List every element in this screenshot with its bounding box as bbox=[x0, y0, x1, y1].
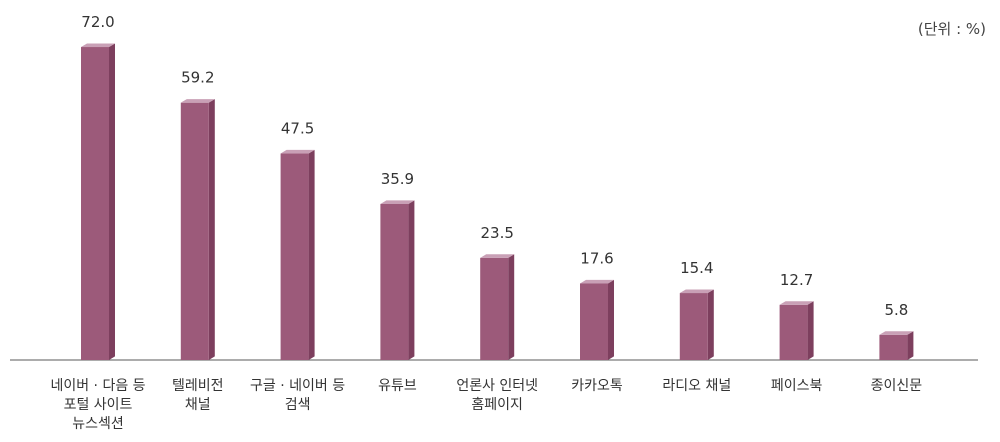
bar-front-face bbox=[879, 334, 908, 360]
bar-top-face bbox=[779, 301, 814, 305]
bar-front-face bbox=[679, 293, 708, 360]
bar-front-face bbox=[180, 102, 209, 360]
value-label-3: 47.5 bbox=[281, 120, 314, 138]
bar-front-face bbox=[779, 304, 808, 360]
category-label-1-line-3: 뉴스섹션 bbox=[72, 416, 124, 432]
category-label-1-line-2: 포털 사이트 bbox=[64, 397, 133, 413]
bar-side-face bbox=[408, 200, 415, 360]
value-label-7: 15.4 bbox=[680, 259, 713, 277]
category-label-2-line-1: 텔레비전 bbox=[172, 378, 224, 394]
category-label-2-line-2: 채널 bbox=[185, 397, 211, 413]
bar-1 bbox=[81, 43, 115, 360]
bar-7 bbox=[679, 289, 714, 360]
category-label-4-line-1: 유튜브 bbox=[378, 378, 417, 394]
bar-6 bbox=[580, 279, 614, 360]
bar-top-face bbox=[280, 149, 315, 154]
bar-5 bbox=[480, 254, 515, 360]
bar-top-face bbox=[679, 289, 714, 294]
value-label-2: 59.2 bbox=[181, 69, 214, 87]
bar-front-face bbox=[280, 153, 309, 360]
bar-front-face bbox=[81, 47, 109, 360]
bar-top-face bbox=[879, 331, 914, 335]
value-label-9: 5.8 bbox=[884, 301, 908, 319]
category-label-3-line-2: 검색 bbox=[285, 397, 311, 413]
bar-side-face bbox=[608, 279, 614, 360]
value-label-6: 17.6 bbox=[580, 249, 613, 267]
bar-side-face bbox=[907, 331, 914, 360]
bar-3 bbox=[280, 149, 315, 360]
category-label-6-line-1: 카카오톡 bbox=[571, 378, 623, 394]
bar-front-face bbox=[480, 257, 509, 360]
bar-side-face bbox=[707, 289, 714, 360]
bar-side-face bbox=[208, 99, 215, 360]
category-label-3-line-1: 구글 · 네이버 등 bbox=[250, 378, 345, 394]
bar-top-face bbox=[380, 200, 415, 204]
bar-top-face bbox=[480, 254, 515, 258]
category-label-9-line-1: 종이신문 bbox=[871, 378, 923, 394]
category-label-5-line-1: 언론사 인터넷 bbox=[456, 378, 538, 394]
bar-side-face bbox=[508, 254, 515, 360]
bar-front-face bbox=[580, 283, 608, 360]
bar-9 bbox=[879, 331, 914, 360]
value-label-1: 72.0 bbox=[81, 13, 114, 31]
category-label-8-line-1: 페이스북 bbox=[771, 378, 823, 394]
bar-8 bbox=[779, 301, 814, 360]
bar-top-face bbox=[580, 279, 614, 284]
bar-side-face bbox=[807, 301, 814, 360]
value-label-5: 23.5 bbox=[480, 224, 513, 242]
bar-top-face bbox=[81, 43, 115, 48]
bar-front-face bbox=[380, 203, 409, 360]
bar-side-face bbox=[109, 43, 115, 360]
bar-top-face bbox=[180, 99, 215, 103]
bar-4 bbox=[380, 200, 415, 360]
value-label-8: 12.7 bbox=[780, 271, 813, 289]
category-label-5-line-2: 홈페이지 bbox=[471, 397, 523, 413]
bar-side-face bbox=[308, 149, 315, 360]
value-label-4: 35.9 bbox=[381, 170, 414, 188]
category-label-7-line-1: 라디오 채널 bbox=[662, 378, 731, 394]
bar-2 bbox=[180, 99, 215, 360]
unit-label: (단위 : %) bbox=[917, 20, 986, 38]
category-label-1-line-1: 네이버 · 다음 등 bbox=[50, 378, 145, 394]
